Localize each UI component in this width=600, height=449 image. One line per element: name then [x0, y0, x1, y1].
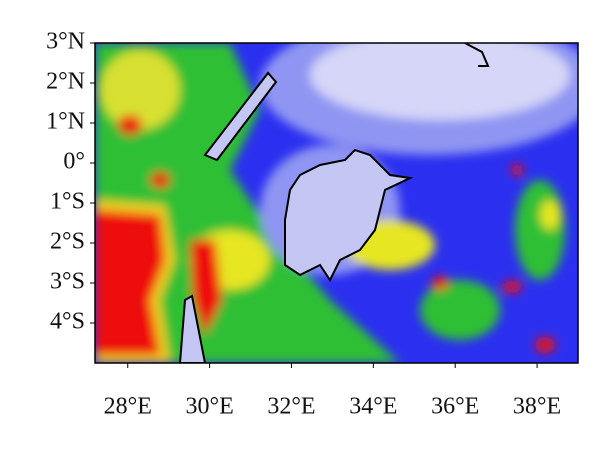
- field: [95, 43, 578, 363]
- lake-outline: [203, 71, 278, 162]
- lake-outline: [464, 43, 490, 67]
- x-tick-label: 28°E: [104, 394, 152, 420]
- x-tick-label: 32°E: [267, 394, 315, 420]
- y-tick-label: 2°N: [46, 69, 85, 95]
- y-tick-label: 3°S: [50, 269, 85, 295]
- y-tick-label: 1°N: [46, 109, 85, 135]
- axes: 28°E 30°E 32°E 34°E 36°E 38°E 3°N 2°N 1°N 0° 1°S 2°…: [46, 29, 561, 420]
- y-tick-label: 0°: [63, 149, 85, 175]
- x-tick-label: 30°E: [185, 394, 233, 420]
- y-tick-label: 3°N: [46, 29, 85, 55]
- lake-outline: [284, 148, 414, 282]
- y-tick-label: 4°S: [50, 309, 85, 335]
- y-tick-label: 1°S: [50, 189, 85, 215]
- x-tick-label: 38°E: [513, 394, 561, 420]
- x-tick-label: 36°E: [431, 394, 479, 420]
- x-tick-label: 34°E: [349, 394, 397, 420]
- y-tick-label: 2°S: [50, 229, 85, 255]
- lake-outline: [178, 294, 207, 363]
